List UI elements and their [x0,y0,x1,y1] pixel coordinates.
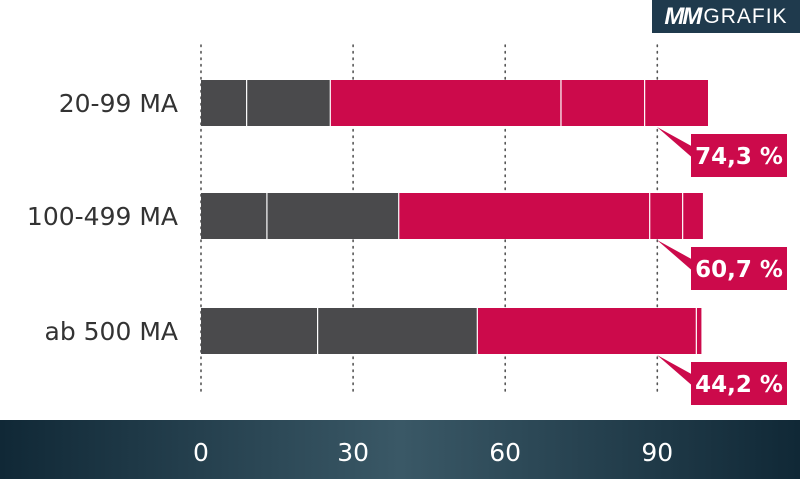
callout-label: 74,3 % [695,144,783,170]
x-tick-label: 0 [193,438,209,467]
x-tick-label: 90 [641,438,673,467]
logo-grafik: GRAFIK [703,4,788,28]
callout-box [691,362,787,405]
bar-segment [398,193,650,239]
callout-pointer [657,127,695,160]
bar-segment [201,193,267,239]
bar-segment [201,308,318,354]
category-label: 100-499 MA [27,202,178,231]
percent-callout: 74,3 % [657,127,787,177]
bar-segment [317,308,478,354]
callout-pointer [657,355,695,388]
bar-segment [266,193,399,239]
bar-segment [330,80,561,126]
bar-segment [560,80,645,126]
axis-band [0,420,800,479]
callout-label: 44,2 % [695,372,783,398]
percent-callout: 44,2 % [657,355,787,405]
bar-segment [644,80,708,126]
percent-callout: 60,7 % [657,240,787,290]
bar-segment [649,193,683,239]
category-label: 20-99 MA [59,89,178,118]
x-tick-label: 60 [489,438,521,467]
callout-label: 60,7 % [695,257,783,283]
bar-segment [682,193,703,239]
logo-mm: MM [664,2,702,30]
bar-segment [696,308,702,354]
bar-segment [246,80,331,126]
callout-box [691,247,787,290]
x-tick-label: 30 [337,438,369,467]
category-label: ab 500 MA [45,317,178,346]
bar-segment [201,80,247,126]
callout-box [691,134,787,177]
bar-segment [477,308,697,354]
mm-grafik-logo: MM GRAFIK [652,0,800,33]
callout-pointer [657,240,695,273]
